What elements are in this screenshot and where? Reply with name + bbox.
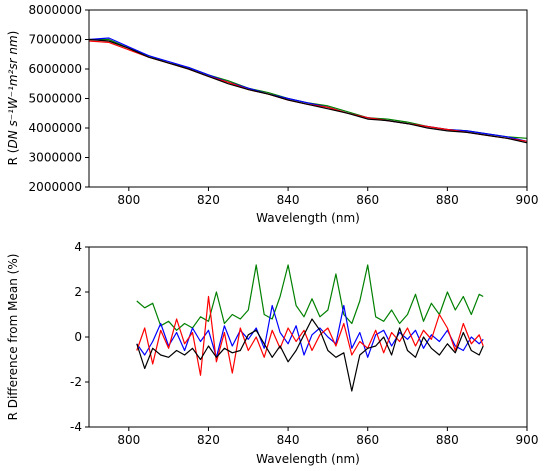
top-chart-y-tick-label: 3000000 — [29, 151, 82, 165]
top-chart-y-tick-label: 5000000 — [29, 92, 82, 106]
bottom-chart-x-tick-label: 820 — [197, 433, 220, 447]
bottom-chart-y-tick-label: 0 — [74, 330, 82, 344]
top-chart-y-tick-label: 4000000 — [29, 121, 82, 135]
top-chart-x-tick-label: 820 — [197, 193, 220, 207]
bottom-chart-series-green-line — [136, 264, 484, 331]
top-chart-series-black-line — [88, 38, 528, 144]
bottom-chart-x-ticks: 800 820 840 860 880 900 — [117, 427, 538, 447]
top-chart-x-tick-label: 840 — [277, 193, 300, 207]
top-chart-x-tick-label: 900 — [516, 193, 539, 207]
top-chart-y-axis-label: R (DN s⁻¹W⁻¹m²sr nm) — [6, 31, 20, 166]
top-chart-y-tick-label: 8000000 — [29, 3, 82, 17]
bottom-chart-y-tick-label: 4 — [74, 240, 82, 254]
bottom-chart-series-blue-line — [136, 304, 484, 358]
top-chart-frame — [88, 9, 528, 188]
top-chart-y-axis-label-prefix: R ( — [6, 149, 20, 166]
bottom-chart: 800 820 840 860 880 900 -4 -2 0 2 4 Wavelength (n… — [6, 240, 538, 466]
bottom-chart-series — [136, 264, 484, 392]
top-chart-y-tick-label: 2000000 — [29, 180, 82, 194]
bottom-chart-y-tick-label: -2 — [70, 375, 82, 389]
top-chart-series — [88, 37, 528, 144]
top-chart-series-red-line — [88, 40, 528, 142]
top-chart-x-ticks: 800 820 840 860 880 900 — [117, 187, 538, 207]
bottom-chart-x-tick-label: 840 — [277, 433, 300, 447]
bottom-chart-x-tick-label: 860 — [356, 433, 379, 447]
top-chart-series-blue-line — [88, 37, 528, 142]
top-chart-x-axis-label: Wavelength (nm) — [256, 211, 360, 225]
bottom-chart-y-tick-label: -4 — [70, 420, 82, 434]
top-chart-series-green-line — [89, 38, 528, 139]
bottom-chart-x-tick-label: 800 — [117, 433, 140, 447]
bottom-chart-series-red-line — [136, 295, 484, 376]
top-chart-y-axis-label-suffix: ) — [6, 31, 20, 36]
bottom-chart-series-black-line — [136, 318, 484, 392]
bottom-chart-y-tick-label: 2 — [74, 285, 82, 299]
top-chart-x-tick-label: 880 — [436, 193, 459, 207]
top-chart-y-ticks: 2000000 3000000 4000000 5000000 6000000 70000… — [29, 3, 89, 194]
top-chart-y-tick-label: 6000000 — [29, 62, 82, 76]
top-chart-x-tick-label: 800 — [117, 193, 140, 207]
bottom-chart-x-axis-label: Wavelength (nm) — [256, 452, 360, 466]
bottom-chart-x-tick-label: 880 — [436, 433, 459, 447]
bottom-chart-y-ticks: -4 -2 0 2 4 — [70, 240, 89, 434]
top-chart-x-tick-label: 860 — [356, 193, 379, 207]
bottom-chart-y-axis-label: R Difference from Mean (%) — [6, 254, 20, 421]
top-chart-y-tick-label: 7000000 — [29, 33, 82, 47]
top-chart: 800 820 840 860 880 900 2000000 3000000 4000000… — [6, 3, 538, 225]
bottom-chart-x-tick-label: 900 — [516, 433, 539, 447]
top-chart-y-axis-label-units: DN s⁻¹W⁻¹m²sr nm — [6, 35, 20, 148]
